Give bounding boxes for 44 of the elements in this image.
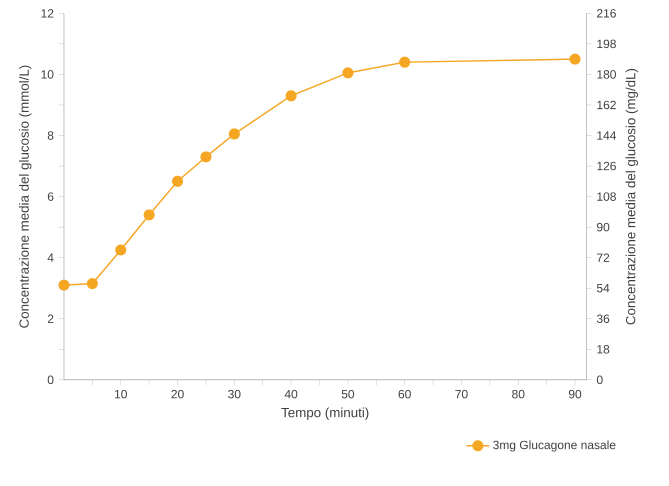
y2-tick-label: 72 [597,253,610,262]
legend-label: 3mg Glucagone nasale [493,440,616,452]
y2-tick-label: 0 [596,375,603,384]
y2-tick-label: 180 [597,70,616,78]
point [286,90,297,102]
point [399,56,410,68]
y2-tick-label: 126 [597,162,616,170]
y-tick-label: 4 [48,253,54,262]
x-tick-label: 10 [115,390,127,398]
point [86,278,98,289]
x-tick-label: 90 [568,390,582,398]
x-tick-label: 50 [342,390,354,398]
point [200,151,212,162]
y-tick-label: 8 [48,131,54,140]
point [342,67,354,78]
y2-tick-label: 36 [596,314,610,323]
x-tick-label: 80 [512,390,524,398]
x-tick-label: 40 [284,390,298,398]
y-tick-label: 0 [48,375,54,384]
x-tick-label: 30 [228,390,241,398]
y2-tick-label: 108 [597,192,616,201]
y2-tick-label: 144 [597,131,616,140]
point [58,279,70,290]
x-tick-label: 70 [455,390,468,398]
point [115,244,126,256]
y-tick-label: 10 [42,70,54,78]
y-axis-title: Concentrazione media del glucosio (mmol/L) [19,65,32,328]
point [172,176,184,187]
point [569,53,581,64]
y2-tick-label: 90 [596,222,610,232]
y-tick-label: 2 [48,314,54,323]
x-tick-label: 60 [398,390,411,398]
point [228,128,240,140]
y-tick-label: 12 [42,8,54,18]
y2-tick-label: 54 [596,284,610,292]
y2-tick-label: 18 [597,344,610,354]
x-tick-label: 20 [171,390,184,398]
x-axis-title: Tempo (minuti) [281,407,368,420]
y2-axis-title: Concentrazione media del glucosio (mg/dL) [626,68,638,324]
y-tick-label: 6 [48,192,54,201]
y2-tick-label: 216 [597,8,616,18]
y2-tick-label: 198 [597,39,616,48]
point [144,209,155,220]
y2-tick-label: 162 [597,100,616,109]
